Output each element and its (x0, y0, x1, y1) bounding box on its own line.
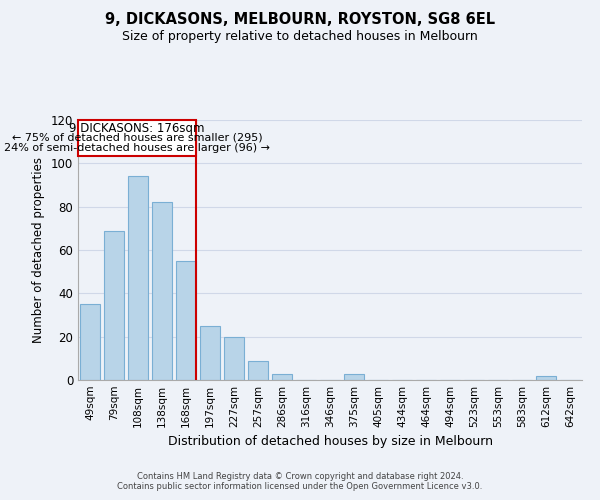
Text: 9 DICKASONS: 176sqm: 9 DICKASONS: 176sqm (70, 122, 205, 135)
Bar (80, 304, 100, 380)
Bar (128, 176, 148, 380)
Bar (176, 261, 196, 380)
Text: Size of property relative to detached houses in Melbourn: Size of property relative to detached ho… (122, 30, 478, 43)
Bar (344, 374, 364, 380)
Bar (104, 230, 124, 380)
Text: 9, DICKASONS, MELBOURN, ROYSTON, SG8 6EL: 9, DICKASONS, MELBOURN, ROYSTON, SG8 6EL (105, 12, 495, 28)
Bar (272, 374, 292, 380)
Bar (152, 202, 172, 380)
X-axis label: Distribution of detached houses by size in Melbourn: Distribution of detached houses by size … (167, 436, 493, 448)
Bar (536, 376, 556, 380)
Bar (224, 336, 244, 380)
Bar (78, 120, 196, 156)
Bar (248, 360, 268, 380)
Bar (200, 326, 220, 380)
Text: Contains HM Land Registry data © Crown copyright and database right 2024.
Contai: Contains HM Land Registry data © Crown c… (118, 472, 482, 491)
Text: ← 75% of detached houses are smaller (295): ← 75% of detached houses are smaller (29… (12, 133, 262, 143)
Y-axis label: Number of detached properties: Number of detached properties (32, 157, 45, 343)
Text: 24% of semi-detached houses are larger (96) →: 24% of semi-detached houses are larger (… (4, 143, 270, 153)
